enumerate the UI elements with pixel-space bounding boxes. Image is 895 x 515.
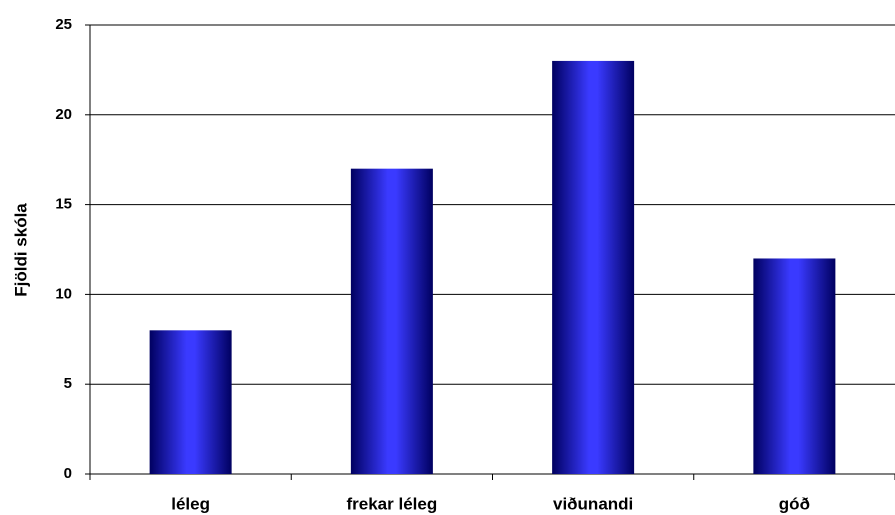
bar — [552, 60, 635, 475]
y-tick-label: 20 — [55, 106, 72, 123]
y-axis-label: Fjöldi skóla — [11, 203, 30, 297]
bar — [350, 168, 433, 474]
bar — [753, 258, 836, 474]
y-tick-label: 15 — [55, 196, 72, 213]
bar — [149, 330, 232, 474]
y-tick-label: 5 — [64, 375, 72, 392]
x-tick-label: frekar léleg — [347, 494, 438, 513]
y-tick-label: 25 — [55, 16, 72, 33]
x-tick-label: léleg — [171, 494, 210, 513]
x-tick-label: viðunandi — [553, 494, 633, 513]
y-tick-label: 0 — [64, 465, 72, 482]
y-tick-label: 10 — [55, 285, 72, 302]
x-tick-label: góð — [779, 494, 810, 513]
